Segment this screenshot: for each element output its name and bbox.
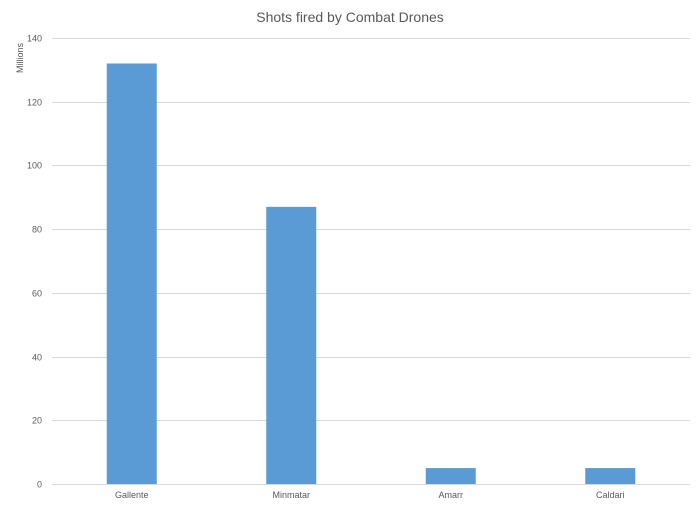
x-tick-label: Minmatar — [272, 490, 310, 500]
x-tick-label: Gallente — [115, 490, 149, 500]
y-axis-unit-label: Millions — [15, 43, 25, 74]
bar-caldari — [585, 468, 636, 484]
bar-minmatar — [266, 206, 317, 485]
y-tick-label: 20 — [32, 416, 42, 426]
y-tick-label: 0 — [37, 480, 42, 490]
gridlines — [52, 38, 690, 485]
y-tick-label: 100 — [27, 161, 42, 171]
y-tick-label: 80 — [32, 225, 42, 235]
y-tick-label: 40 — [32, 353, 42, 363]
y-tick-label: 120 — [27, 98, 42, 108]
y-axis-ticks: 0 20 40 60 80 100 120 140 — [27, 34, 42, 490]
y-tick-label: 140 — [27, 34, 42, 44]
chart-title: Shots fired by Combat Drones — [256, 9, 444, 25]
bar-amarr — [425, 468, 476, 484]
x-tick-label: Caldari — [596, 490, 625, 500]
x-axis-ticks: Gallente Minmatar Amarr Caldari — [115, 490, 625, 500]
x-tick-label: Amarr — [439, 490, 464, 500]
y-tick-label: 60 — [32, 289, 42, 299]
bars — [106, 63, 636, 485]
bar-gallente — [106, 63, 157, 484]
